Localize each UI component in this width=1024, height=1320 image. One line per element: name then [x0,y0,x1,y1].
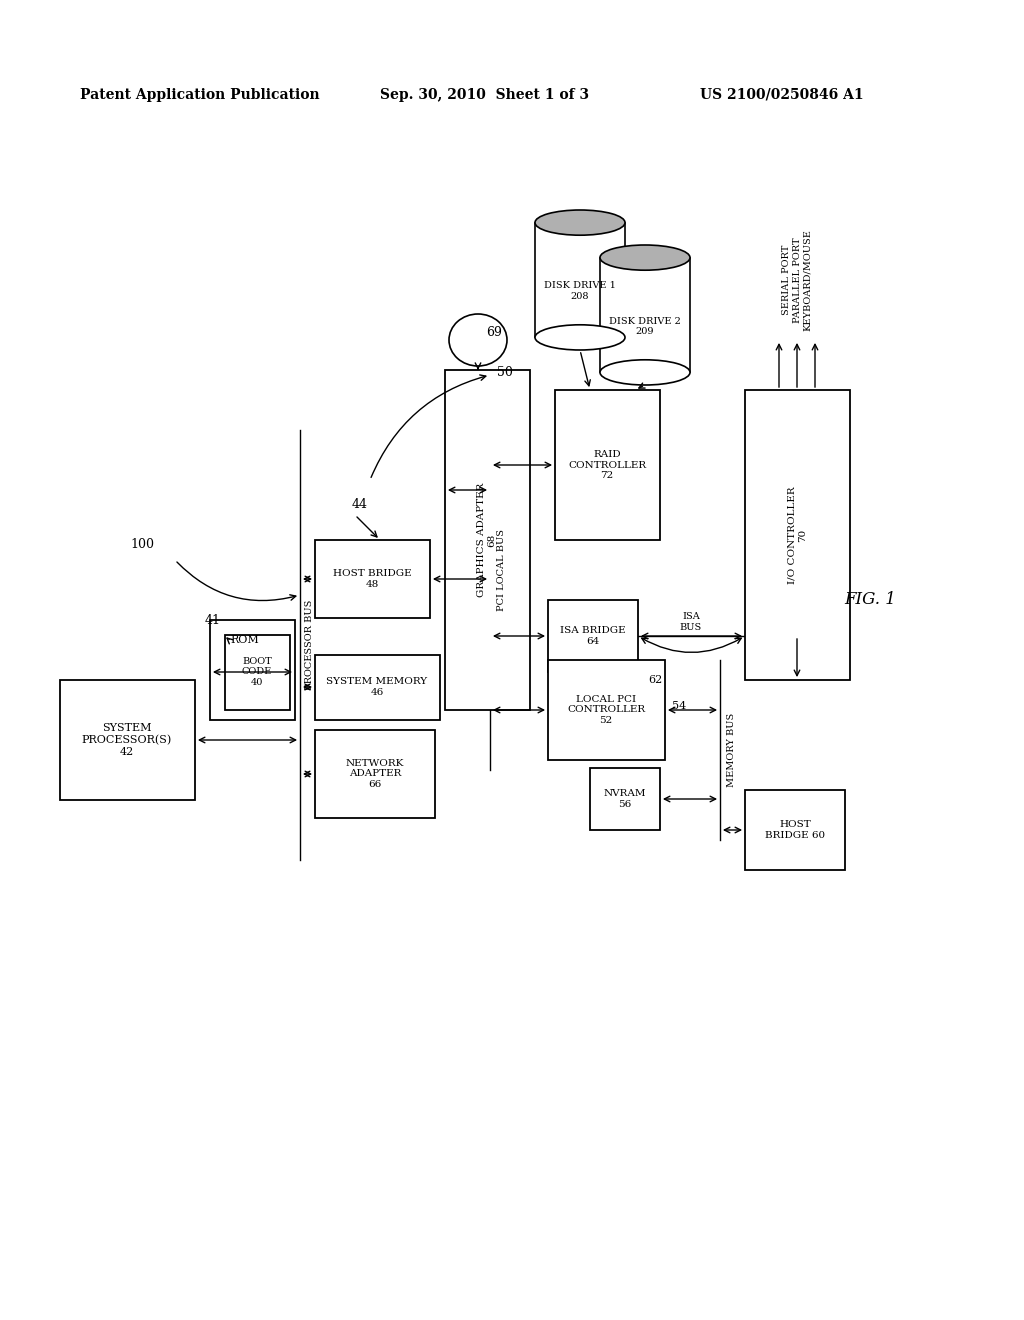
Text: BOOT
CODE
40: BOOT CODE 40 [242,657,272,686]
Text: SYSTEM MEMORY
46: SYSTEM MEMORY 46 [327,677,428,697]
Text: ISA BRIDGE
64: ISA BRIDGE 64 [560,626,626,645]
Bar [590,768,660,830]
Text: LOCAL PCI
CONTROLLER
52: LOCAL PCI CONTROLLER 52 [567,696,645,725]
Bar [555,389,660,540]
Text: HOST
BRIDGE 60: HOST BRIDGE 60 [765,820,825,840]
Text: SYSTEM
PROCESSOR(S)
42: SYSTEM PROCESSOR(S) 42 [82,723,172,756]
Text: 100: 100 [130,539,154,552]
Text: MEMORY BUS: MEMORY BUS [727,713,736,787]
Bar [600,257,690,372]
Text: DISK DRIVE 1
208: DISK DRIVE 1 208 [544,281,616,301]
Bar [535,223,625,338]
Bar [315,730,435,818]
Text: I/O CONTROLLER
70: I/O CONTROLLER 70 [787,486,807,583]
Ellipse shape [449,314,507,366]
Text: FIG. 1: FIG. 1 [844,591,896,609]
Bar [60,680,195,800]
Text: DISK DRIVE 2
209: DISK DRIVE 2 209 [609,317,681,335]
Bar [445,370,530,710]
Text: PCI LOCAL BUS: PCI LOCAL BUS [498,529,507,611]
Text: 69: 69 [486,326,502,339]
Ellipse shape [600,360,690,385]
Bar [548,660,665,760]
Ellipse shape [535,325,625,350]
Text: 62: 62 [648,675,663,685]
Text: NVRAM
56: NVRAM 56 [604,789,646,809]
Bar [315,540,430,618]
Text: 54: 54 [672,701,686,711]
Text: ROM: ROM [230,635,259,645]
Text: GRAPHICS ADAPTER
68: GRAPHICS ADAPTER 68 [477,483,497,597]
Text: US 2100/0250846 A1: US 2100/0250846 A1 [700,88,863,102]
Bar [745,389,850,680]
Bar [745,789,845,870]
Bar [225,635,290,710]
Ellipse shape [600,246,690,271]
Text: 41: 41 [205,614,221,627]
Text: NETWORK
ADAPTER
66: NETWORK ADAPTER 66 [346,759,404,789]
Bar [548,601,638,672]
Text: 44: 44 [352,499,368,511]
Text: Patent Application Publication: Patent Application Publication [80,88,319,102]
Ellipse shape [535,210,625,235]
Bar [210,620,295,719]
Bar [315,655,440,719]
Text: SERIAL PORT
PARALLEL PORT
KEYBOARD/MOUSE: SERIAL PORT PARALLEL PORT KEYBOARD/MOUSE [782,230,812,331]
Text: Sep. 30, 2010  Sheet 1 of 3: Sep. 30, 2010 Sheet 1 of 3 [380,88,589,102]
Text: HOST BRIDGE
48: HOST BRIDGE 48 [333,569,412,589]
Text: RAID
CONTROLLER
72: RAID CONTROLLER 72 [568,450,646,480]
Text: ISA
BUS: ISA BUS [680,612,702,632]
Text: 50: 50 [497,366,513,379]
Text: PROCESSOR BUS: PROCESSOR BUS [305,599,314,690]
